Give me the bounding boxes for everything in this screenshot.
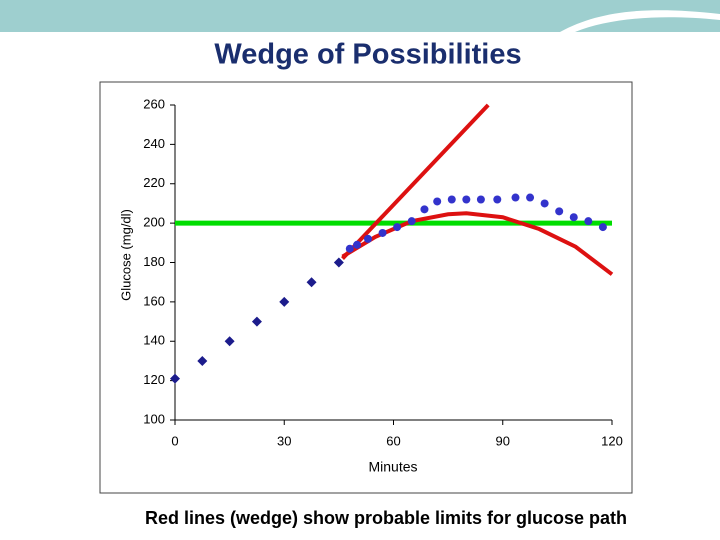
y-tick-label: 180 bbox=[143, 254, 165, 269]
data-diamond bbox=[224, 336, 235, 347]
series-line bbox=[341, 103, 490, 260]
data-diamond bbox=[333, 257, 344, 268]
y-tick-label: 200 bbox=[143, 215, 165, 230]
data-diamond bbox=[170, 373, 180, 384]
data-dot bbox=[555, 207, 564, 216]
data-dot bbox=[540, 199, 549, 208]
x-tick-label: 90 bbox=[496, 433, 510, 448]
data-dot bbox=[378, 228, 387, 237]
y-tick-label: 220 bbox=[143, 175, 165, 190]
chart-title: Wedge of Possibilities bbox=[214, 39, 521, 71]
data-dot bbox=[420, 205, 429, 214]
y-tick-label: 260 bbox=[143, 96, 165, 111]
top-banner bbox=[0, 0, 720, 32]
data-diamond bbox=[251, 316, 262, 327]
y-axis-label: Glucose (mg/dl) bbox=[118, 209, 133, 301]
data-dot bbox=[598, 223, 607, 232]
chart-frame bbox=[99, 81, 633, 494]
banner-swoosh bbox=[560, 10, 720, 32]
data-dot bbox=[526, 193, 535, 202]
data-dot bbox=[393, 223, 402, 232]
series-line bbox=[341, 211, 614, 276]
y-tick-label: 160 bbox=[143, 293, 165, 308]
y-tick-label: 120 bbox=[143, 372, 165, 387]
data-dot bbox=[447, 195, 456, 204]
x-tick-label: 30 bbox=[277, 433, 291, 448]
y-tick-label: 140 bbox=[143, 333, 165, 348]
data-dot bbox=[493, 195, 502, 204]
data-dot bbox=[462, 195, 471, 204]
data-dot bbox=[584, 217, 593, 226]
data-dot bbox=[476, 195, 485, 204]
data-dot bbox=[569, 213, 578, 222]
data-dot bbox=[433, 197, 442, 206]
y-tick-label: 240 bbox=[143, 136, 165, 151]
data-diamond bbox=[279, 296, 290, 307]
x-tick-label: 120 bbox=[601, 433, 623, 448]
x-tick-label: 0 bbox=[171, 433, 178, 448]
data-dot bbox=[407, 217, 416, 226]
data-dot bbox=[364, 234, 373, 243]
data-dot bbox=[345, 244, 354, 253]
data-diamond bbox=[197, 355, 208, 366]
data-diamond bbox=[306, 277, 317, 288]
caption: Red lines (wedge) show probable limits f… bbox=[145, 508, 627, 528]
data-dot bbox=[511, 193, 520, 202]
x-axis-label: Minutes bbox=[368, 459, 417, 475]
y-tick-label: 100 bbox=[143, 411, 165, 426]
x-tick-label: 60 bbox=[386, 433, 400, 448]
data-dot bbox=[353, 240, 362, 249]
